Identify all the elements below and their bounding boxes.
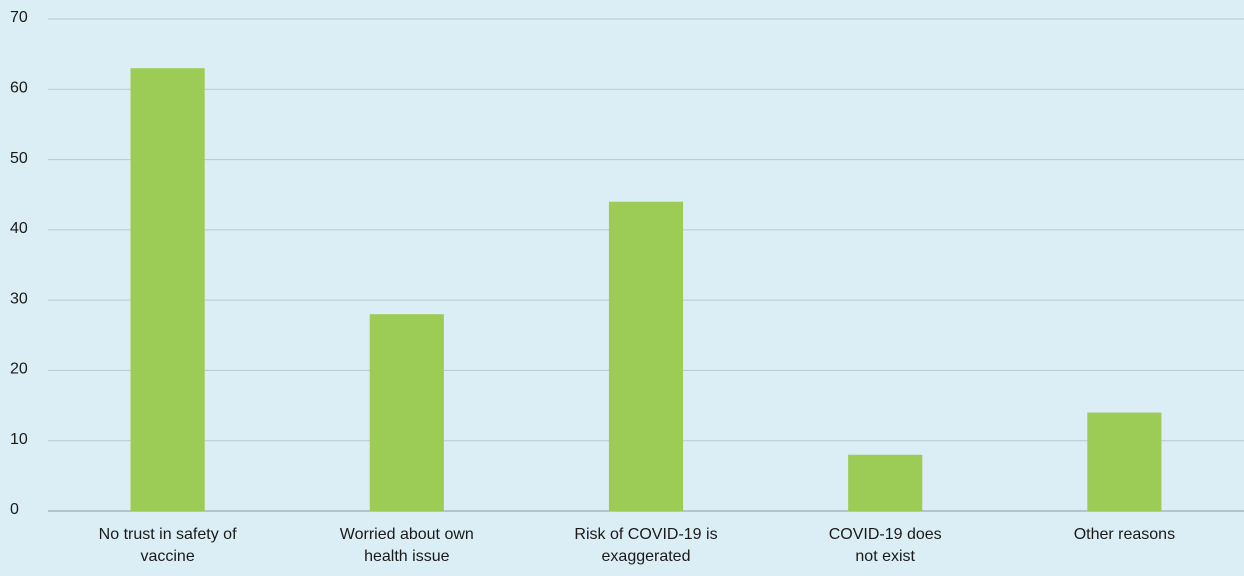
y-tick-label: 60 xyxy=(10,80,28,97)
bar xyxy=(848,454,923,511)
bar xyxy=(369,314,444,511)
y-tick-label: 70 xyxy=(10,9,28,26)
y-tick-label: 20 xyxy=(10,361,28,378)
bar xyxy=(130,68,205,511)
y-tick-label: 50 xyxy=(10,150,28,167)
x-tick-label: Worried about own health issue xyxy=(339,526,474,565)
x-tick-label: Other reasons xyxy=(1073,526,1176,543)
y-tick-label: 0 xyxy=(10,501,19,518)
x-tick-label: Risk of COVID-19 is exaggerated xyxy=(574,526,718,565)
bar xyxy=(608,201,684,511)
bar xyxy=(1087,412,1162,511)
y-tick-label: 40 xyxy=(10,220,28,237)
y-tick-label: 30 xyxy=(10,290,28,307)
x-tick-label: COVID-19 does not exist xyxy=(828,526,942,565)
y-tick-label: 10 xyxy=(10,431,28,448)
x-tick-label: No trust in safety of vaccine xyxy=(98,526,237,565)
